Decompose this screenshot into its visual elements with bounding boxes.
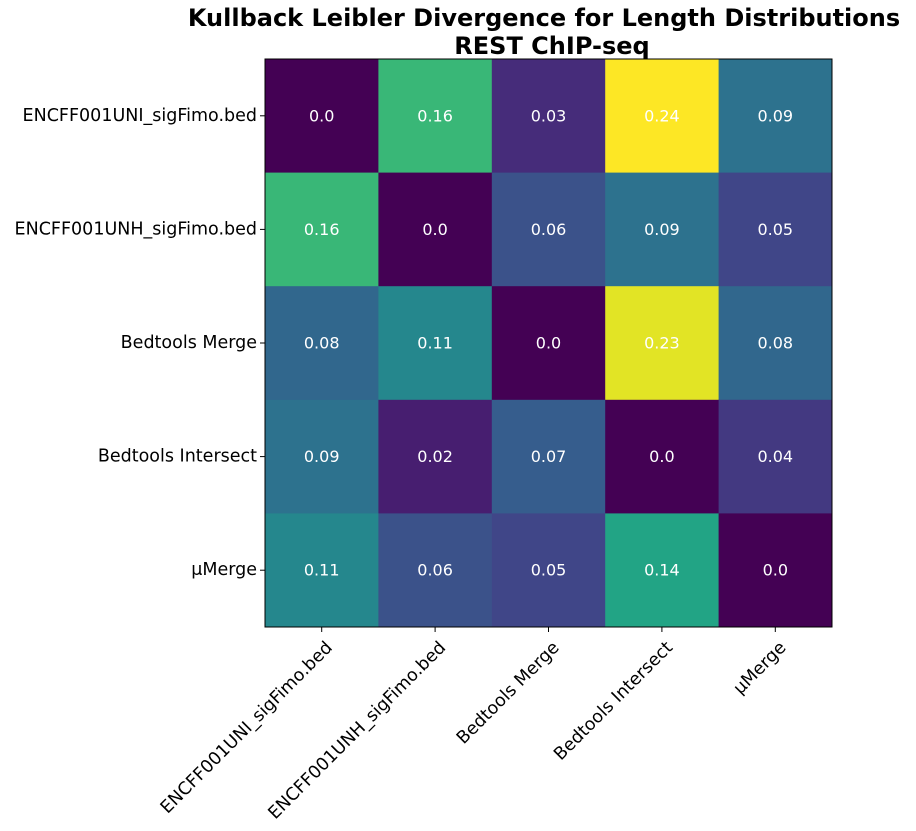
cell-value-label: 0.06 bbox=[531, 220, 567, 239]
heatmap-cell bbox=[718, 513, 833, 628]
heatmap-cell bbox=[491, 286, 606, 401]
cell-value-label: 0.08 bbox=[757, 334, 793, 353]
heatmap-cell bbox=[378, 399, 493, 514]
heatmap-cell bbox=[378, 172, 493, 287]
cell-value-label: 0.09 bbox=[644, 220, 680, 239]
y-tick-label: ENCFF001UNI_sigFimo.bed bbox=[23, 106, 257, 126]
heatmap-cell bbox=[491, 59, 606, 174]
x-tick-label: μMerge bbox=[730, 638, 791, 699]
x-tick-label: ENCFF001UNH_sigFimo.bed bbox=[265, 638, 451, 824]
heatmap-cell bbox=[718, 286, 833, 401]
heatmap-cell bbox=[265, 513, 379, 628]
cell-value-label: 0.0 bbox=[422, 220, 447, 239]
heatmap-axes bbox=[260, 58, 833, 632]
cell-value-label: 0.07 bbox=[531, 447, 567, 466]
x-axis-tick-labels: ENCFF001UNI_sigFimo.bedENCFF001UNH_sigFi… bbox=[157, 638, 791, 824]
cell-value-label: 0.0 bbox=[763, 561, 788, 580]
heatmap-cell bbox=[491, 399, 606, 514]
heatmap-cell bbox=[605, 59, 720, 174]
heatmap-cell bbox=[378, 513, 493, 628]
cell-value-label: 0.0 bbox=[649, 447, 674, 466]
heatmap-cell bbox=[265, 59, 379, 174]
cell-value-label: 0.11 bbox=[304, 561, 340, 580]
cell-value-label: 0.09 bbox=[757, 106, 793, 125]
heatmap-cell bbox=[718, 399, 833, 514]
heatmap-cell bbox=[605, 399, 720, 514]
heatmap-cell bbox=[605, 172, 720, 287]
cell-value-label: 0.11 bbox=[417, 334, 453, 353]
cell-value-label: 0.23 bbox=[644, 334, 680, 353]
cell-value-label: 0.0 bbox=[536, 334, 561, 353]
heatmap-cells bbox=[265, 59, 833, 628]
cell-value-label: 0.02 bbox=[417, 447, 453, 466]
x-tick-label: Bedtools Intersect bbox=[550, 638, 677, 765]
cell-value-label: 0.0 bbox=[309, 106, 334, 125]
heatmap-cell bbox=[491, 513, 606, 628]
heatmap-cell bbox=[378, 59, 493, 174]
cell-value-label: 0.14 bbox=[644, 561, 680, 580]
chart-title: Kullback Leibler Divergence for Length D… bbox=[188, 4, 900, 32]
heatmap-cell bbox=[605, 513, 720, 628]
heatmap-cell bbox=[265, 172, 379, 287]
cell-value-label: 0.04 bbox=[757, 447, 793, 466]
cell-value-label: 0.05 bbox=[531, 561, 567, 580]
heatmap-cell bbox=[265, 399, 379, 514]
heatmap-cell bbox=[491, 172, 606, 287]
heatmap-cell bbox=[718, 172, 833, 287]
cell-value-label: 0.16 bbox=[304, 220, 340, 239]
y-axis-tick-labels: ENCFF001UNI_sigFimo.bed ENCFF001UNH_sigFi… bbox=[15, 106, 258, 580]
y-tick-label: Bedtools Merge bbox=[121, 333, 257, 353]
heatmap-cell bbox=[605, 286, 720, 401]
x-tick-label: Bedtools Merge bbox=[453, 638, 564, 749]
heatmap-cell bbox=[265, 286, 379, 401]
cell-value-label: 0.16 bbox=[417, 106, 453, 125]
cell-value-label: 0.24 bbox=[644, 106, 680, 125]
cell-value-label: 0.03 bbox=[531, 106, 567, 125]
cell-value-labels: 0.0 0.16 0.03 0.24 0.09 0.16 0.0 0.06 0.09 0.05 0.… bbox=[304, 106, 793, 579]
cell-value-label: 0.08 bbox=[304, 334, 340, 353]
chart-subtitle: REST ChIP-seq bbox=[454, 32, 649, 60]
cell-value-label: 0.09 bbox=[304, 447, 340, 466]
y-tick-label: Bedtools Intersect bbox=[98, 447, 257, 467]
y-tick-label: μMerge bbox=[191, 560, 257, 580]
heatmap-cell bbox=[378, 286, 493, 401]
cell-value-label: 0.06 bbox=[417, 561, 453, 580]
cell-value-label: 0.05 bbox=[757, 220, 793, 239]
y-tick-label: ENCFF001UNH_sigFimo.bed bbox=[15, 219, 257, 239]
heatmap-cell bbox=[718, 59, 833, 174]
